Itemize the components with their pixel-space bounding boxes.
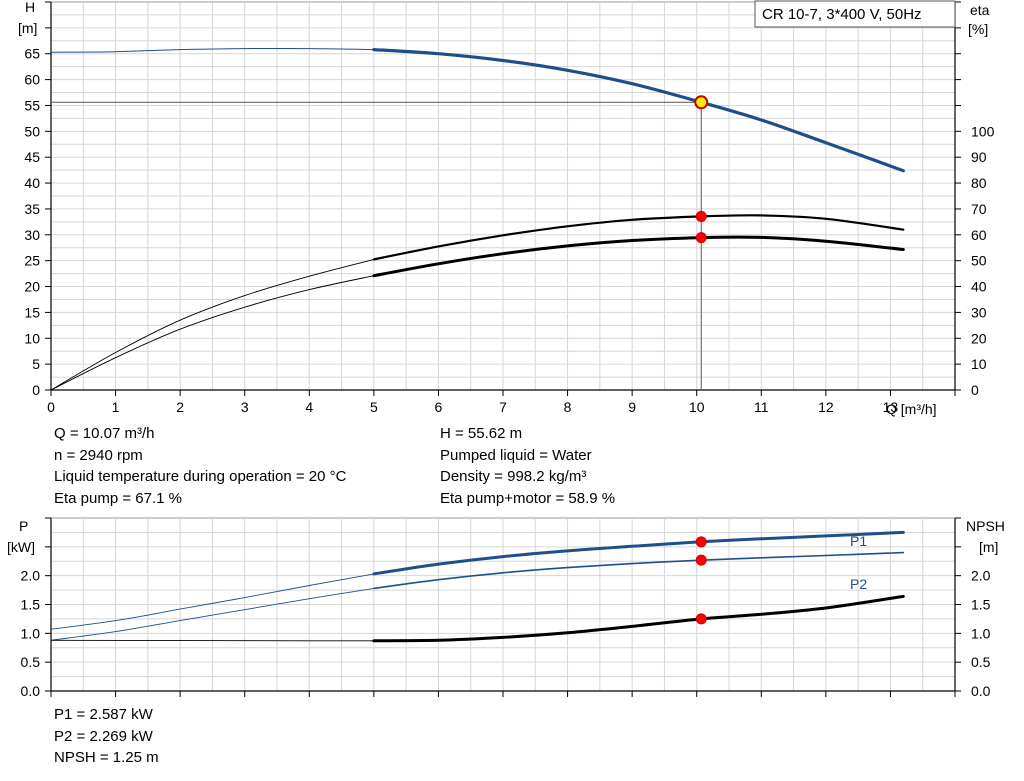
head-readout: H = 55.62 m <box>440 425 523 442</box>
h-axis-unit: [m] <box>18 20 37 36</box>
p-tick-label: 0.5 <box>21 654 41 670</box>
q-tick-label: 5 <box>370 399 378 415</box>
eta-tick-label: 30 <box>971 304 987 320</box>
h-tick-label: 10 <box>24 330 40 346</box>
h-tick-label: 50 <box>24 123 40 139</box>
q-tick-label: 0 <box>47 399 55 415</box>
eta-tick-label: 60 <box>971 227 987 243</box>
bottom-curve-0-thin <box>50 573 374 630</box>
temperature-readout: Liquid temperature during operation = 20… <box>54 468 347 485</box>
h-tick-label: 20 <box>24 279 40 295</box>
info-block-bottom: P1 = 2.587 kW P2 = 2.269 kW NPSH = 1.25 … <box>54 704 159 769</box>
q-tick-label: 8 <box>564 399 572 415</box>
q-axis-label: Q [m³/h] <box>886 401 937 417</box>
q-tick-label: 7 <box>499 399 507 415</box>
npsh-tick-label: 1.0 <box>971 625 991 641</box>
power-marker <box>695 554 707 566</box>
top-curve-1-thin <box>50 258 375 391</box>
npsh-tick-label: 0.0 <box>971 683 991 699</box>
eta-pump-readout: Eta pump = 67.1 % <box>54 489 182 507</box>
pump-title: CR 10-7, 3*400 V, 50Hz <box>762 6 922 23</box>
q-tick-label: 2 <box>176 399 184 415</box>
eta-tick-label: 90 <box>971 149 987 165</box>
q-tick-label: 4 <box>305 399 313 415</box>
eta-tick-label: 100 <box>971 123 995 139</box>
p1-curve-label: P1 <box>850 533 867 549</box>
h-tick-label: 40 <box>24 175 40 191</box>
q-tick-label: 13 <box>883 399 899 415</box>
eta-tick-label: 0 <box>971 382 979 398</box>
eta-tick-label: 40 <box>971 279 987 295</box>
q-tick-label: 10 <box>689 399 705 415</box>
h-tick-label: 15 <box>24 304 40 320</box>
density-readout: Density = 998.2 kg/m³ <box>440 468 587 485</box>
q-tick-label: 9 <box>628 399 636 415</box>
h-tick-label: 35 <box>24 201 40 217</box>
top-curve-0-thin <box>50 47 374 53</box>
info-block-right: H = 55.62 m Pumped liquid = Water Densit… <box>440 423 615 509</box>
eta-tick-label: 50 <box>971 253 987 269</box>
bottom-curve-0-thick <box>372 530 905 576</box>
p-tick-label: 1.0 <box>21 625 41 641</box>
bottom-curve-1-thin <box>50 587 374 641</box>
p-axis-unit: [kW] <box>7 539 35 555</box>
npsh-axis-label: NPSH <box>966 518 1005 534</box>
eta-tick-label: 10 <box>971 356 987 372</box>
npsh-axis-unit: [m] <box>979 539 998 555</box>
q-tick-label: 1 <box>112 399 120 415</box>
liquid-readout: Pumped liquid = Water <box>440 446 592 464</box>
h-tick-label: 55 <box>24 97 40 113</box>
eta-tick-label: 80 <box>971 175 987 191</box>
bottom-curve-2-thick <box>372 594 905 643</box>
p-tick-label: 2.0 <box>21 568 41 584</box>
p-tick-label: 0.0 <box>21 683 41 699</box>
q-tick-label: 3 <box>241 399 249 415</box>
p-tick-label: 1.5 <box>21 597 41 613</box>
npsh-tick-label: 2.0 <box>971 568 991 584</box>
duty-point-marker <box>694 95 709 110</box>
power-npsh-chart: 0.0 0.5 1.0 1.5 2.0 0.0 0.5 1.0 1.5 2.0 <box>21 517 991 699</box>
power-marker <box>695 536 707 548</box>
h-axis-label: H <box>25 0 35 15</box>
eta-tick-label: 20 <box>971 330 987 346</box>
p1-readout: P1 = 2.587 kW <box>54 706 153 723</box>
eta-axis-unit: [%] <box>968 21 988 37</box>
h-tick-label: 60 <box>24 72 40 88</box>
eta-tick-label: 70 <box>971 201 987 217</box>
eta-total-readout: Eta pump+motor = 58.9 % <box>440 489 616 507</box>
npsh-tick-label: 1.5 <box>971 597 991 613</box>
h-tick-label: 65 <box>24 46 40 62</box>
p2-curve-label: P2 <box>850 576 867 592</box>
h-tick-label: 5 <box>32 356 40 372</box>
npsh-readout: NPSH = 1.25 m <box>54 749 159 766</box>
p2-readout: P2 = 2.269 kW <box>54 727 153 745</box>
q-tick-label: 6 <box>435 399 443 415</box>
npsh-tick-label: 0.5 <box>971 654 991 670</box>
h-tick-label: 25 <box>24 253 40 269</box>
pump-title-box <box>754 0 956 28</box>
bottom-curve-2-thin <box>50 639 374 642</box>
info-block-left: Q = 10.07 m³/h n = 2940 rpm Liquid tempe… <box>54 423 346 509</box>
p-axis-label: P <box>19 518 28 534</box>
bottom-curve-1-thick <box>373 551 905 590</box>
top-curve-2-thick <box>372 235 905 278</box>
flow-readout: Q = 10.07 m³/h <box>54 425 155 442</box>
top-curve-1-thick <box>372 214 905 261</box>
top-curve-2-thin <box>50 275 374 391</box>
h-tick-label: 0 <box>32 382 40 398</box>
power-marker <box>695 613 707 625</box>
q-tick-label: 11 <box>754 399 769 415</box>
eta-axis-label: eta <box>970 2 990 18</box>
top-curve-0-thick <box>372 48 905 173</box>
h-tick-label: 30 <box>24 227 40 243</box>
h-tick-label: 45 <box>24 149 40 165</box>
speed-readout: n = 2940 rpm <box>54 446 143 464</box>
q-tick-label: 12 <box>818 399 834 415</box>
head-efficiency-chart: 0510152025303540455055606501020304050607… <box>24 1 995 415</box>
eta-marker <box>695 232 707 244</box>
eta-marker <box>695 210 707 222</box>
